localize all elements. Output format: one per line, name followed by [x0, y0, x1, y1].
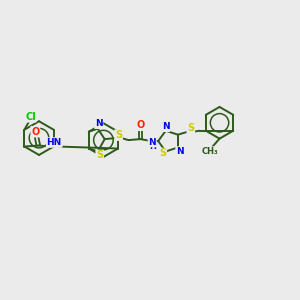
Text: S: S: [115, 130, 122, 140]
Text: O: O: [31, 127, 40, 137]
Text: O: O: [136, 120, 145, 130]
Text: N: N: [176, 147, 184, 156]
Text: HN: HN: [46, 138, 62, 147]
Text: Cl: Cl: [25, 112, 36, 122]
Text: N: N: [162, 122, 169, 131]
Text: CH₃: CH₃: [201, 147, 218, 156]
Text: H: H: [149, 142, 156, 151]
Text: N: N: [95, 119, 103, 128]
Text: S: S: [187, 123, 194, 133]
Text: S: S: [159, 148, 166, 158]
Text: N: N: [148, 138, 156, 147]
Text: S: S: [96, 150, 103, 161]
